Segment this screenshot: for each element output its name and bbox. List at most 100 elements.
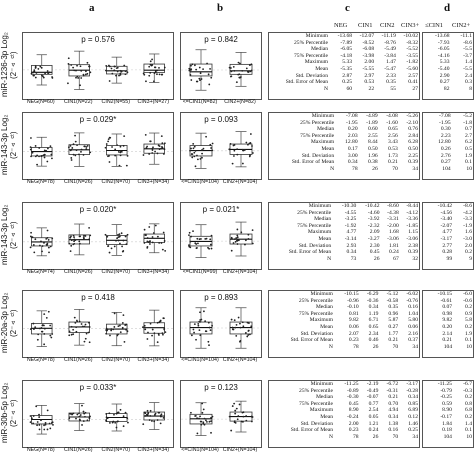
stat-value: 0.98 [442,310,453,317]
data-point [248,155,251,158]
data-point [202,421,205,424]
data-point [83,340,86,343]
data-point [194,64,196,67]
data-point [195,338,197,341]
data-point [149,63,152,66]
x-tick-label: CIN3+(N=34) [137,179,170,185]
data-point [233,238,236,241]
stat-label: Minimum [310,291,333,297]
x-tick-label: NEG(N=60) [26,99,55,105]
stat-value: -6.72 [386,381,399,387]
data-point [242,149,244,152]
stat-value: 1.73 [388,152,398,159]
data-point [75,76,77,79]
data-point [146,240,149,243]
x-tick-label: CIN1(N=26) [64,357,93,363]
p-value-label: p = 0.033* [79,383,117,392]
stats-row: Mean -0.24 0.05 0.34 0.12 [269,414,419,421]
data-point [34,67,37,69]
data-point [247,233,250,236]
data-point [105,332,108,335]
data-point [211,142,214,145]
data-point [115,426,118,429]
data-point [189,74,192,76]
stat-label: Std. Deviation [298,242,332,249]
data-point [111,146,113,148]
stat-value: 1.6 [465,229,472,236]
data-point [68,242,71,245]
stat-value: 0.16 [388,427,399,434]
stat-label: 75% Percentile [298,310,333,317]
data-point [197,158,199,161]
data-point [234,422,237,424]
data-point [43,327,46,330]
stat-label: Mean [320,323,333,330]
data-point [148,226,151,228]
data-point [86,419,89,422]
data-point [233,319,236,322]
data-point [119,73,122,76]
data-point [88,341,91,344]
data-point [146,413,149,416]
data-point [122,250,125,252]
data-point [188,244,190,247]
stat-value: -3.36 [406,216,418,223]
stats-row: 75% Percentile -4.18 -3.98 -3.84 -3.55 [269,53,419,60]
data-point [202,147,205,150]
stats-table-d: -13.68 -11.1 -7.93 -8.6 -6.05 -5.5 -4.16 -3.7 5.… [422,32,474,100]
x-tick-label: NEG(N=78) [26,179,55,185]
data-point [237,239,239,241]
data-point [157,411,160,414]
data-point [202,422,205,425]
data-point [117,420,119,423]
stat-value: 0.41 [408,79,418,86]
stat-value: 0.85 [408,400,418,407]
boxplot-panel-b: p = 0.021* [180,202,262,270]
data-point [236,236,239,239]
data-point [29,146,32,149]
stats-row: N 78 26 70 34 [269,344,419,351]
data-point [147,412,149,415]
boxplot-panel-a: p = 0.033* [22,380,174,448]
data-point [75,417,77,420]
data-point [44,421,47,424]
data-point [30,417,33,420]
data-point [251,416,253,418]
data-point [70,64,73,66]
data-point [46,147,49,150]
data-point [40,330,43,333]
data-point [246,335,249,338]
stats-row: Std. Error of Mean 0.34 0.45 0.24 0.39 [269,249,419,256]
data-point [145,80,147,83]
data-point [208,420,211,423]
stat-value: 6.71 [368,317,379,324]
stat-value: 0.60 [367,126,378,133]
data-point [200,423,203,426]
stat-value: -1.82 [406,59,418,66]
stat-value: -3.17 [440,235,453,242]
data-point [245,67,248,70]
data-point [82,410,85,413]
stats-row: 0.28 0.2 [423,249,473,256]
stat-value: 2.77 [442,242,453,249]
data-point [72,333,75,336]
data-point [84,415,86,418]
stat-value: -4.18 [340,52,353,59]
boxplot-panel-a: p = 0.576 [22,32,174,100]
stat-value: -0.10 [347,304,359,311]
data-point [235,407,238,410]
data-point [143,228,146,231]
x-tick-label: <=CIN1(N=104) [181,179,219,185]
data-point [117,233,119,236]
stat-value: -3.98 [362,52,375,59]
data-point [207,73,210,76]
data-point [107,245,109,248]
stat-value: -3.06 [406,235,418,242]
box [143,63,165,73]
x-tick-label: <=CIN1(N=104) [181,447,219,453]
data-point [81,404,83,407]
data-point [250,420,253,423]
data-point [164,249,167,252]
stat-value: 0.2 [465,249,472,256]
data-point [85,148,88,150]
